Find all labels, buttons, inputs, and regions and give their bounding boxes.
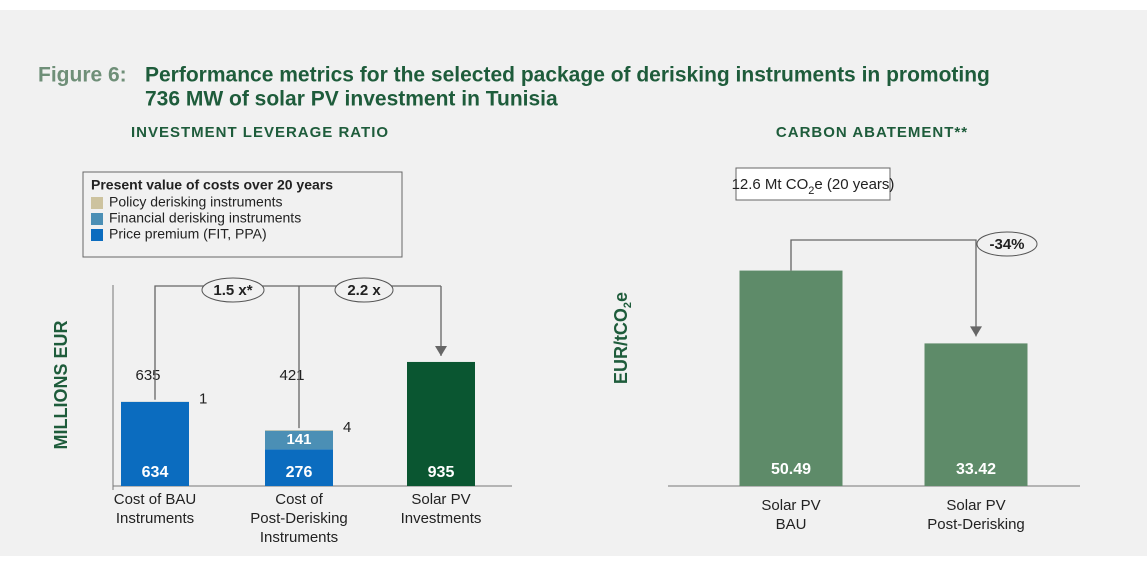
x-tick-label: Instruments [116, 510, 194, 527]
chart-title: INVESTMENT LEVERAGE RATIO [131, 124, 389, 141]
x-tick-label: Solar PV [411, 491, 470, 508]
ratio-oval [976, 231, 1038, 257]
data-label: 634 [142, 464, 169, 481]
ratio-label: -34% [989, 236, 1024, 253]
connector [790, 239, 977, 337]
figure-label: Figure 6: [38, 64, 127, 87]
x-tick-label: Post-Derisking [250, 510, 348, 527]
data-label: 935 [428, 464, 455, 481]
data-label: 4 [343, 419, 351, 436]
ratio-oval [201, 277, 265, 303]
text-part: e [611, 292, 631, 302]
title: 736 MW of solar PV investment in Tunisia [145, 88, 558, 111]
x-tick-label: Cost of [275, 491, 323, 508]
arrow-head [970, 326, 982, 337]
x-tick-label: Cost of BAU [114, 491, 197, 508]
x-tick-label: BAU [776, 516, 807, 533]
legend-swatch [91, 197, 103, 209]
total-label: 635 [135, 367, 160, 384]
data-label: 33.42 [956, 461, 996, 478]
bar-segment [265, 430, 333, 450]
legend-box [82, 171, 403, 258]
y-axis-label: EUR/tCO2e [611, 292, 634, 384]
x-tick-label: Post-Derisking [927, 516, 1025, 533]
x-tick-label: Investments [401, 510, 482, 527]
ratio-label: 2.2 x [347, 282, 381, 299]
x-tick-label: Solar PV [761, 497, 820, 514]
arrow-head [435, 345, 447, 356]
bar-segment [121, 401, 189, 486]
data-label: 50.49 [771, 461, 811, 478]
total-label: 421 [279, 367, 304, 384]
legend-swatch [91, 229, 103, 241]
text-part: 12.6 Mt CO [732, 176, 809, 193]
data-label: 276 [286, 464, 313, 481]
legend-label: Policy derisking instruments [109, 194, 283, 210]
bar-segment [407, 361, 475, 486]
bar-segment [265, 449, 333, 486]
ratio-label: 1.5 x* [213, 282, 252, 299]
x-tick-label: Solar PV [946, 497, 1005, 514]
legend-label: Financial derisking instruments [109, 210, 301, 226]
ratio-oval [334, 277, 394, 303]
x-tick-label: Instruments [260, 529, 338, 546]
legend-swatch [91, 213, 103, 225]
text-part: 2 [808, 185, 814, 197]
text-part: e (20 years) [814, 176, 894, 193]
legend-title: Present value of costs over 20 years [91, 177, 333, 193]
bar-segment [265, 430, 333, 431]
bar [739, 270, 843, 486]
text-part: 2 [622, 302, 634, 308]
note: 12.6 Mt CO2e (20 years) [732, 176, 895, 197]
text-part: EUR/tCO [611, 308, 631, 384]
data-label: 141 [286, 431, 311, 448]
legend-label: Price premium (FIT, PPA) [109, 226, 267, 242]
data-label: 1 [199, 391, 207, 408]
bar [924, 343, 1028, 486]
y-axis-label: MILLIONS EUR [51, 321, 71, 450]
chart-title: CARBON ABATEMENT** [776, 124, 968, 141]
note-box [735, 167, 891, 201]
title: Performance metrics for the selected pac… [145, 64, 990, 87]
